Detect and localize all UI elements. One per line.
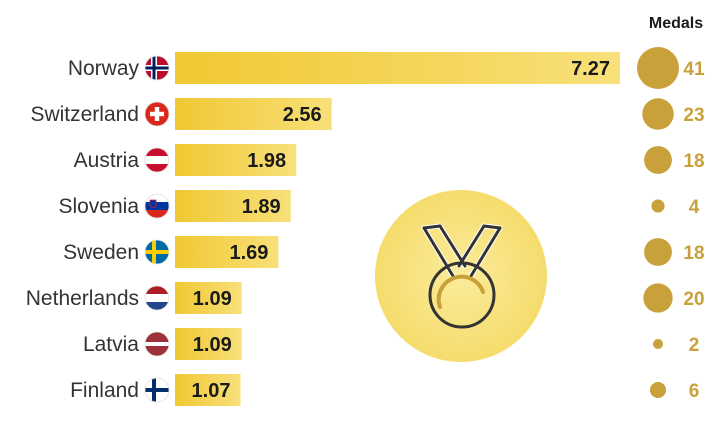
medal-count-circle bbox=[637, 47, 679, 89]
country-label: Norway bbox=[68, 57, 140, 80]
medal-count-label: 2 bbox=[689, 335, 700, 356]
row-slovenia: Slovenia 1.89 4 bbox=[58, 190, 700, 222]
row-latvia: Latvia 1.09 2 bbox=[83, 328, 699, 360]
norway-flag-icon bbox=[144, 55, 170, 81]
austria-flag-icon bbox=[144, 147, 170, 173]
medal-count-label: 18 bbox=[683, 243, 704, 264]
finland-flag-icon bbox=[144, 377, 170, 403]
sweden-flag-icon bbox=[144, 239, 170, 265]
medal-count-label: 4 bbox=[689, 197, 700, 218]
medal-count-circle bbox=[642, 98, 674, 130]
row-austria: Austria 1.98 18 bbox=[74, 144, 705, 176]
value-label: 2.56 bbox=[283, 104, 322, 126]
medal-count-label: 6 bbox=[689, 381, 700, 402]
country-label: Latvia bbox=[83, 333, 139, 356]
slovenia-flag-icon bbox=[144, 193, 170, 219]
bar bbox=[175, 236, 279, 268]
rows: Norway 7.27 41 Switzerland 2.56 23 Austria 1.98… bbox=[26, 47, 705, 406]
medal-count-circle bbox=[644, 146, 672, 174]
row-sweden: Sweden 1.69 18 bbox=[63, 236, 705, 268]
medal-icon bbox=[421, 223, 503, 329]
bar bbox=[175, 328, 242, 360]
bar bbox=[175, 282, 242, 314]
medal-count-circle bbox=[653, 339, 663, 349]
country-label: Sweden bbox=[63, 241, 139, 264]
row-finland: Finland 1.07 6 bbox=[70, 374, 699, 406]
bar bbox=[175, 190, 291, 222]
medal-count-label: 23 bbox=[683, 105, 704, 126]
value-label: 1.09 bbox=[193, 334, 232, 356]
country-label: Finland bbox=[70, 379, 139, 402]
value-label: 1.98 bbox=[247, 150, 286, 172]
medal-count-circle bbox=[643, 283, 673, 313]
value-label: 1.89 bbox=[242, 196, 281, 218]
medal-count-label: 20 bbox=[683, 289, 704, 310]
latvia-flag-icon bbox=[144, 331, 170, 357]
value-label: 1.09 bbox=[193, 288, 232, 310]
bar bbox=[175, 98, 332, 130]
value-label: 7.27 bbox=[571, 58, 610, 80]
row-netherlands: Netherlands 1.09 20 bbox=[26, 282, 705, 314]
switzerland-flag-icon bbox=[144, 101, 170, 127]
value-label: 1.69 bbox=[230, 242, 269, 264]
row-switzerland: Switzerland 2.56 23 bbox=[30, 98, 705, 130]
value-label: 1.07 bbox=[192, 380, 231, 402]
country-label: Netherlands bbox=[26, 287, 139, 310]
row-norway: Norway 7.27 41 bbox=[68, 47, 705, 89]
medal-count-circle bbox=[651, 199, 665, 213]
country-label: Slovenia bbox=[58, 195, 139, 218]
bar bbox=[175, 144, 297, 176]
medal-badge bbox=[375, 190, 547, 362]
bar bbox=[175, 52, 620, 84]
medal-count-circle bbox=[649, 381, 667, 399]
medal-count-circle bbox=[644, 238, 672, 266]
bar bbox=[175, 374, 241, 406]
country-label: Switzerland bbox=[30, 103, 139, 126]
netherlands-flag-icon bbox=[144, 285, 170, 311]
medal-count-label: 41 bbox=[683, 59, 705, 80]
medal-count-label: 18 bbox=[683, 151, 704, 172]
medals-header: Medals bbox=[649, 15, 703, 32]
country-label: Austria bbox=[74, 149, 140, 172]
